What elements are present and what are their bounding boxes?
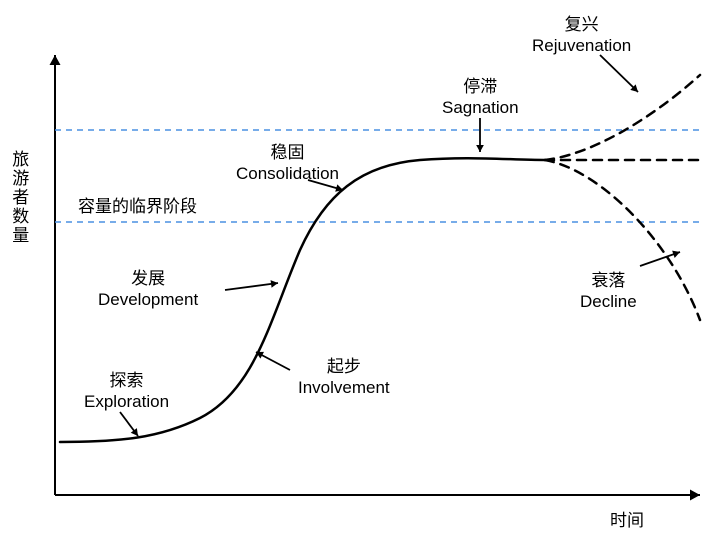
stage-development: 发展 Development	[98, 268, 198, 311]
stage-development-zh: 发展	[98, 268, 198, 289]
stage-exploration: 探索 Exploration	[84, 370, 169, 413]
stage-rejuvenation-en: Rejuvenation	[532, 35, 631, 56]
stage-stagnation-zh: 停滞	[442, 76, 519, 97]
stage-involvement-zh: 起步	[298, 356, 390, 377]
stage-rejuvenation-zh: 复兴	[532, 14, 631, 35]
stage-decline-zh: 衰落	[580, 270, 637, 291]
stage-consolidation-zh: 稳固	[236, 142, 339, 163]
stage-exploration-zh: 探索	[84, 370, 169, 391]
stage-exploration-en: Exploration	[84, 391, 169, 412]
stage-stagnation-en: Sagnation	[442, 97, 519, 118]
stage-consolidation-en: Consolidation	[236, 163, 339, 184]
y-axis-label: 旅游者数量	[8, 150, 29, 245]
stage-decline: 衰落 Decline	[580, 270, 637, 313]
stage-involvement: 起步 Involvement	[298, 356, 390, 399]
stage-rejuvenation: 复兴 Rejuvenation	[532, 14, 631, 57]
stage-decline-en: Decline	[580, 291, 637, 312]
x-axis-label: 时间	[610, 510, 644, 531]
lifecycle-diagram: 旅游者数量 时间 容量的临界阶段 探索 Exploration 起步 Invol…	[0, 0, 726, 542]
stage-consolidation: 稳固 Consolidation	[236, 142, 339, 185]
stage-stagnation: 停滞 Sagnation	[442, 76, 519, 119]
stage-development-en: Development	[98, 289, 198, 310]
band-label: 容量的临界阶段	[78, 196, 197, 217]
stage-involvement-en: Involvement	[298, 377, 390, 398]
